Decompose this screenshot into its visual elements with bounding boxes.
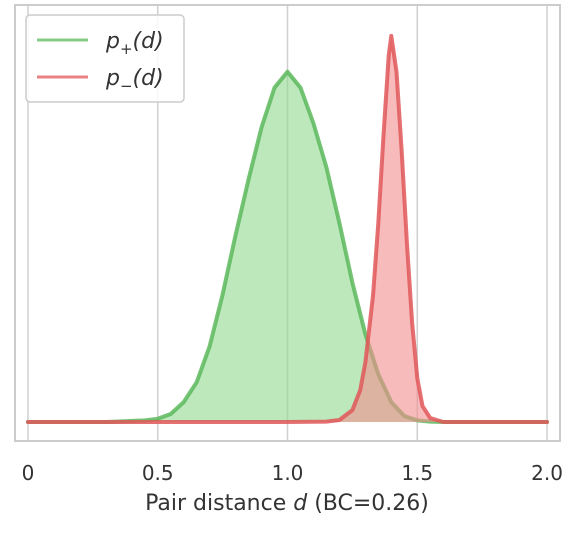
x-tick-labels: 0 0.5 1.0 1.5 2.0 — [22, 461, 563, 485]
x-tick-label: 2.0 — [531, 461, 563, 485]
x-tick-label: 1.5 — [401, 461, 433, 485]
x-axis-label: Pair distance d (BC=0.26) — [145, 491, 429, 516]
legend-box — [25, 14, 185, 103]
x-axis-label-suffix: (BC=0.26) — [307, 491, 429, 516]
x-axis-label-prefix: Pair distance — [145, 491, 293, 516]
x-tick-label: 0.5 — [142, 461, 174, 485]
x-axis-label-var: d — [293, 491, 308, 516]
legend-p-minus-sub: − — [120, 77, 133, 95]
x-tick-label: 1.0 — [272, 461, 304, 485]
legend-p-plus-sub: + — [120, 40, 133, 58]
line-p-minus — [26, 33, 549, 424]
legend-p-minus-arg: (d) — [133, 66, 164, 91]
legend-label-p-minus: p−(d) — [105, 66, 164, 95]
legend-p-minus-base: p — [105, 66, 120, 91]
legend-p-plus-base: p — [105, 29, 120, 54]
legend-label-p-plus: p+(d) — [105, 29, 164, 58]
plot-frame — [14, 4, 561, 442]
legend-p-plus-arg: (d) — [133, 29, 164, 54]
legend: p+(d) p−(d) — [25, 14, 185, 103]
x-tick-label: 0 — [22, 461, 35, 485]
area-p-plus — [28, 71, 547, 423]
series-layer — [26, 33, 549, 424]
